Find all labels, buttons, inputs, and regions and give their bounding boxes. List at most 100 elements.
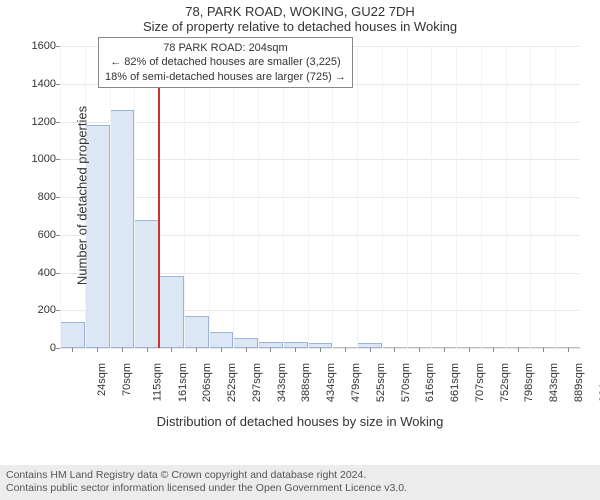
x-tick-mark [345, 348, 346, 352]
y-axis-label: Number of detached properties [75, 46, 90, 346]
x-tick-label: 343sqm [276, 363, 288, 402]
y-tick-mark [56, 310, 60, 311]
x-tick-label: 161sqm [177, 363, 189, 402]
gridline-v [431, 46, 432, 348]
gridline-v [308, 46, 309, 348]
x-tick-label: 479sqm [350, 363, 362, 402]
y-tick-label: 1400 [32, 78, 56, 90]
gridline-v [283, 46, 284, 348]
footer-attribution: Contains HM Land Registry data © Crown c… [0, 465, 600, 500]
x-tick-label: 661sqm [449, 363, 461, 402]
gridline-v [209, 46, 210, 348]
x-tick-label: 798sqm [523, 363, 535, 402]
chart-container: Number of detached properties Distributi… [0, 38, 600, 393]
x-tick-mark [246, 348, 247, 352]
x-tick-mark [394, 348, 395, 352]
x-tick-mark [295, 348, 296, 352]
gridline-v [60, 46, 61, 348]
x-tick-mark [370, 348, 371, 352]
y-tick-label: 1600 [32, 40, 56, 52]
y-tick-label: 1000 [32, 153, 56, 165]
plot-area [60, 46, 580, 348]
x-tick-mark [469, 348, 470, 352]
x-tick-mark [568, 348, 569, 352]
y-tick-label: 400 [38, 267, 56, 279]
x-tick-mark [72, 348, 73, 352]
x-tick-label: 252sqm [226, 363, 238, 402]
gridline-h [60, 122, 580, 123]
x-tick-label: 388sqm [301, 363, 313, 402]
y-tick-label: 200 [38, 304, 56, 316]
x-tick-mark [518, 348, 519, 352]
property-marker-line [158, 46, 160, 348]
y-tick-mark [56, 84, 60, 85]
histogram-bar [159, 276, 184, 348]
gridline-h [60, 159, 580, 160]
x-tick-label: 616sqm [424, 363, 436, 402]
gridline-v [555, 46, 556, 348]
subtitle: Size of property relative to detached ho… [0, 19, 600, 34]
histogram-bar [134, 220, 159, 348]
y-tick-mark [56, 159, 60, 160]
x-tick-label: 70sqm [121, 363, 133, 396]
y-tick-label: 600 [38, 229, 56, 241]
histogram-bar [184, 316, 209, 348]
gridline-v [357, 46, 358, 348]
x-tick-label: 570sqm [400, 363, 412, 402]
x-tick-label: 434sqm [325, 363, 337, 402]
annotation-line-1: 78 PARK ROAD: 204sqm [105, 41, 346, 55]
x-axis-label: Distribution of detached houses by size … [0, 414, 600, 429]
annotation-line-2: ← 82% of detached houses are smaller (3,… [105, 55, 346, 69]
y-tick-mark [56, 197, 60, 198]
y-tick-mark [56, 122, 60, 123]
x-tick-mark [419, 348, 420, 352]
gridline-v [110, 46, 111, 348]
y-tick-label: 800 [38, 191, 56, 203]
x-tick-label: 24sqm [96, 363, 108, 396]
histogram-bar [209, 332, 234, 348]
x-tick-mark [493, 348, 494, 352]
gridline-v [530, 46, 531, 348]
footer-line-2: Contains public sector information licen… [6, 482, 594, 496]
x-tick-label: 525sqm [375, 363, 387, 402]
x-tick-label: 206sqm [202, 363, 214, 402]
gridline-v [258, 46, 259, 348]
x-tick-mark [196, 348, 197, 352]
histogram-bar [110, 110, 135, 348]
gridline-v [382, 46, 383, 348]
gridline-h [60, 197, 580, 198]
x-tick-label: 707sqm [474, 363, 486, 402]
gridline-v [506, 46, 507, 348]
x-tick-mark [97, 348, 98, 352]
y-tick-mark [56, 348, 60, 349]
title-block: 78, PARK ROAD, WOKING, GU22 7DH Size of … [0, 0, 600, 34]
x-tick-mark [122, 348, 123, 352]
x-tick-mark [171, 348, 172, 352]
y-tick-mark [56, 273, 60, 274]
x-tick-mark [320, 348, 321, 352]
x-tick-mark [543, 348, 544, 352]
histogram-bar [233, 338, 258, 348]
x-tick-mark [147, 348, 148, 352]
x-tick-label: 115sqm [151, 363, 163, 401]
annotation-callout: 78 PARK ROAD: 204sqm ← 82% of detached h… [98, 37, 353, 88]
y-tick-mark [56, 235, 60, 236]
gridline-v [184, 46, 185, 348]
gridline-v [481, 46, 482, 348]
y-tick-mark [56, 46, 60, 47]
main-title: 78, PARK ROAD, WOKING, GU22 7DH [0, 4, 600, 19]
x-tick-mark [221, 348, 222, 352]
x-tick-mark [444, 348, 445, 352]
annotation-line-3: 18% of semi-detached houses are larger (… [105, 70, 346, 84]
x-tick-label: 843sqm [548, 363, 560, 402]
gridline-v [456, 46, 457, 348]
gridline-v [332, 46, 333, 348]
gridline-v [233, 46, 234, 348]
gridline-v [134, 46, 135, 348]
footer-line-1: Contains HM Land Registry data © Crown c… [6, 469, 594, 483]
y-tick-label: 1200 [32, 116, 56, 128]
x-tick-label: 297sqm [251, 363, 263, 402]
gridline-v [407, 46, 408, 348]
x-tick-mark [270, 348, 271, 352]
x-tick-label: 752sqm [499, 363, 511, 402]
